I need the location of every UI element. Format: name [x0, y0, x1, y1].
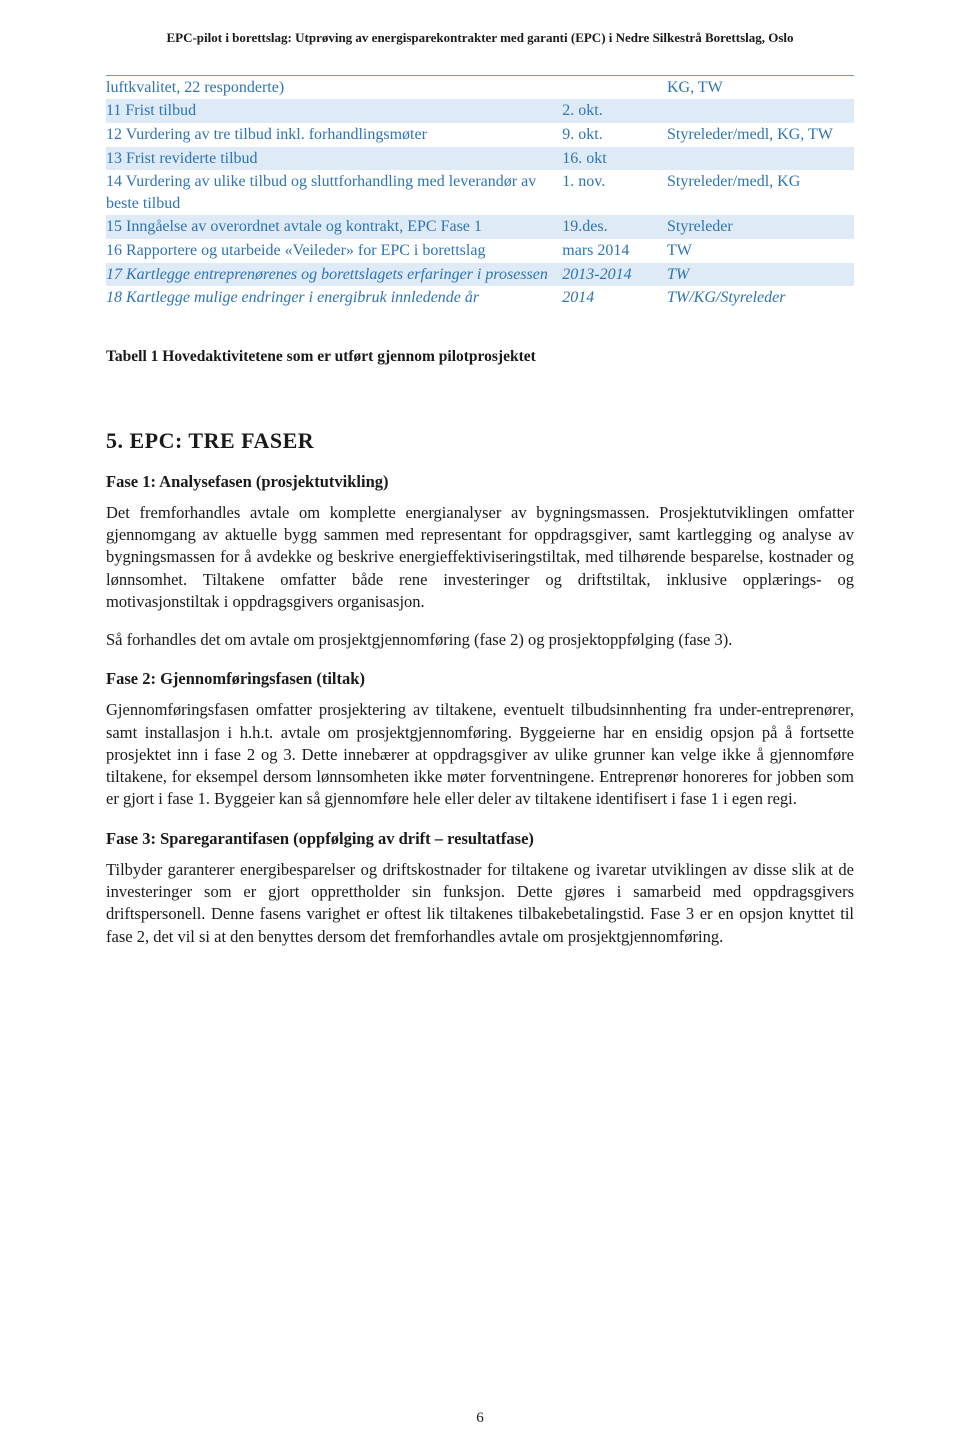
table-cell: 17 Kartlegge entreprenørenes og borettsl… [106, 263, 562, 287]
phase2-paragraph-1: Gjennomføringsfasen omfatter prosjekteri… [106, 699, 854, 810]
table-cell: luftkvalitet, 22 responderte) [106, 75, 562, 99]
table-cell [667, 99, 854, 123]
table-cell: 12 Vurdering av tre tilbud inkl. forhand… [106, 123, 562, 147]
table-caption: Tabell 1 Hovedaktivitetene som er utført… [106, 348, 854, 366]
section-heading: 5. EPC: TRE FASER [106, 428, 854, 454]
table-cell: Styreleder [667, 215, 854, 239]
phase1-heading: Fase 1: Analysefasen (prosjektutvikling) [106, 472, 854, 492]
table-cell: 9. okt. [562, 123, 667, 147]
table-cell: 2. okt. [562, 99, 667, 123]
table-cell: mars 2014 [562, 239, 667, 263]
table-cell: 16 Rapportere og utarbeide «Veileder» fo… [106, 239, 562, 263]
table-cell: 2013-2014 [562, 263, 667, 287]
page-number: 6 [0, 1410, 960, 1427]
activities-table: luftkvalitet, 22 responderte)KG, TW11 Fr… [106, 75, 854, 310]
table-row: luftkvalitet, 22 responderte) KG, TW [106, 75, 854, 99]
table-row: 17 Kartlegge entreprenørenes og borettsl… [106, 263, 854, 287]
table-cell: 15 Inngåelse av overordnet avtale og kon… [106, 215, 562, 239]
table-cell [562, 75, 667, 99]
phase3-heading: Fase 3: Sparegarantifasen (oppfølging av… [106, 829, 854, 849]
table-row: 14 Vurdering av ulike tilbud og sluttfor… [106, 170, 854, 215]
table-cell: 13 Frist reviderte tilbud [106, 147, 562, 171]
table-cell: 2014 [562, 286, 667, 310]
table-cell: 1. nov. [562, 170, 667, 215]
table-cell [667, 147, 854, 171]
table-row: 18 Kartlegge mulige endringer i energibr… [106, 286, 854, 310]
table-cell: 14 Vurdering av ulike tilbud og sluttfor… [106, 170, 562, 215]
page-header: EPC-pilot i borettslag: Utprøving av ene… [106, 30, 854, 47]
phase1-paragraph-1: Det fremforhandles avtale om komplette e… [106, 502, 854, 613]
table-row: 16 Rapportere og utarbeide «Veileder» fo… [106, 239, 854, 263]
table-row: 13 Frist reviderte tilbud16. okt [106, 147, 854, 171]
phase2-heading: Fase 2: Gjennomføringsfasen (tiltak) [106, 669, 854, 689]
table-row: 11 Frist tilbud2. okt. [106, 99, 854, 123]
table-cell: Styreleder/medl, KG, TW [667, 123, 854, 147]
table-cell: TW [667, 263, 854, 287]
table-cell: 18 Kartlegge mulige endringer i energibr… [106, 286, 562, 310]
table-cell: TW [667, 239, 854, 263]
table-row: 12 Vurdering av tre tilbud inkl. forhand… [106, 123, 854, 147]
table-cell: Styreleder/medl, KG [667, 170, 854, 215]
table-cell: KG, TW [667, 75, 854, 99]
table-cell: 11 Frist tilbud [106, 99, 562, 123]
table-cell: 19.des. [562, 215, 667, 239]
phase3-paragraph-1: Tilbyder garanterer energibesparelser og… [106, 859, 854, 948]
table-row: 15 Inngåelse av overordnet avtale og kon… [106, 215, 854, 239]
phase1-paragraph-2: Så forhandles det om avtale om prosjektg… [106, 629, 854, 651]
table-cell: TW/KG/Styreleder [667, 286, 854, 310]
table-cell: 16. okt [562, 147, 667, 171]
